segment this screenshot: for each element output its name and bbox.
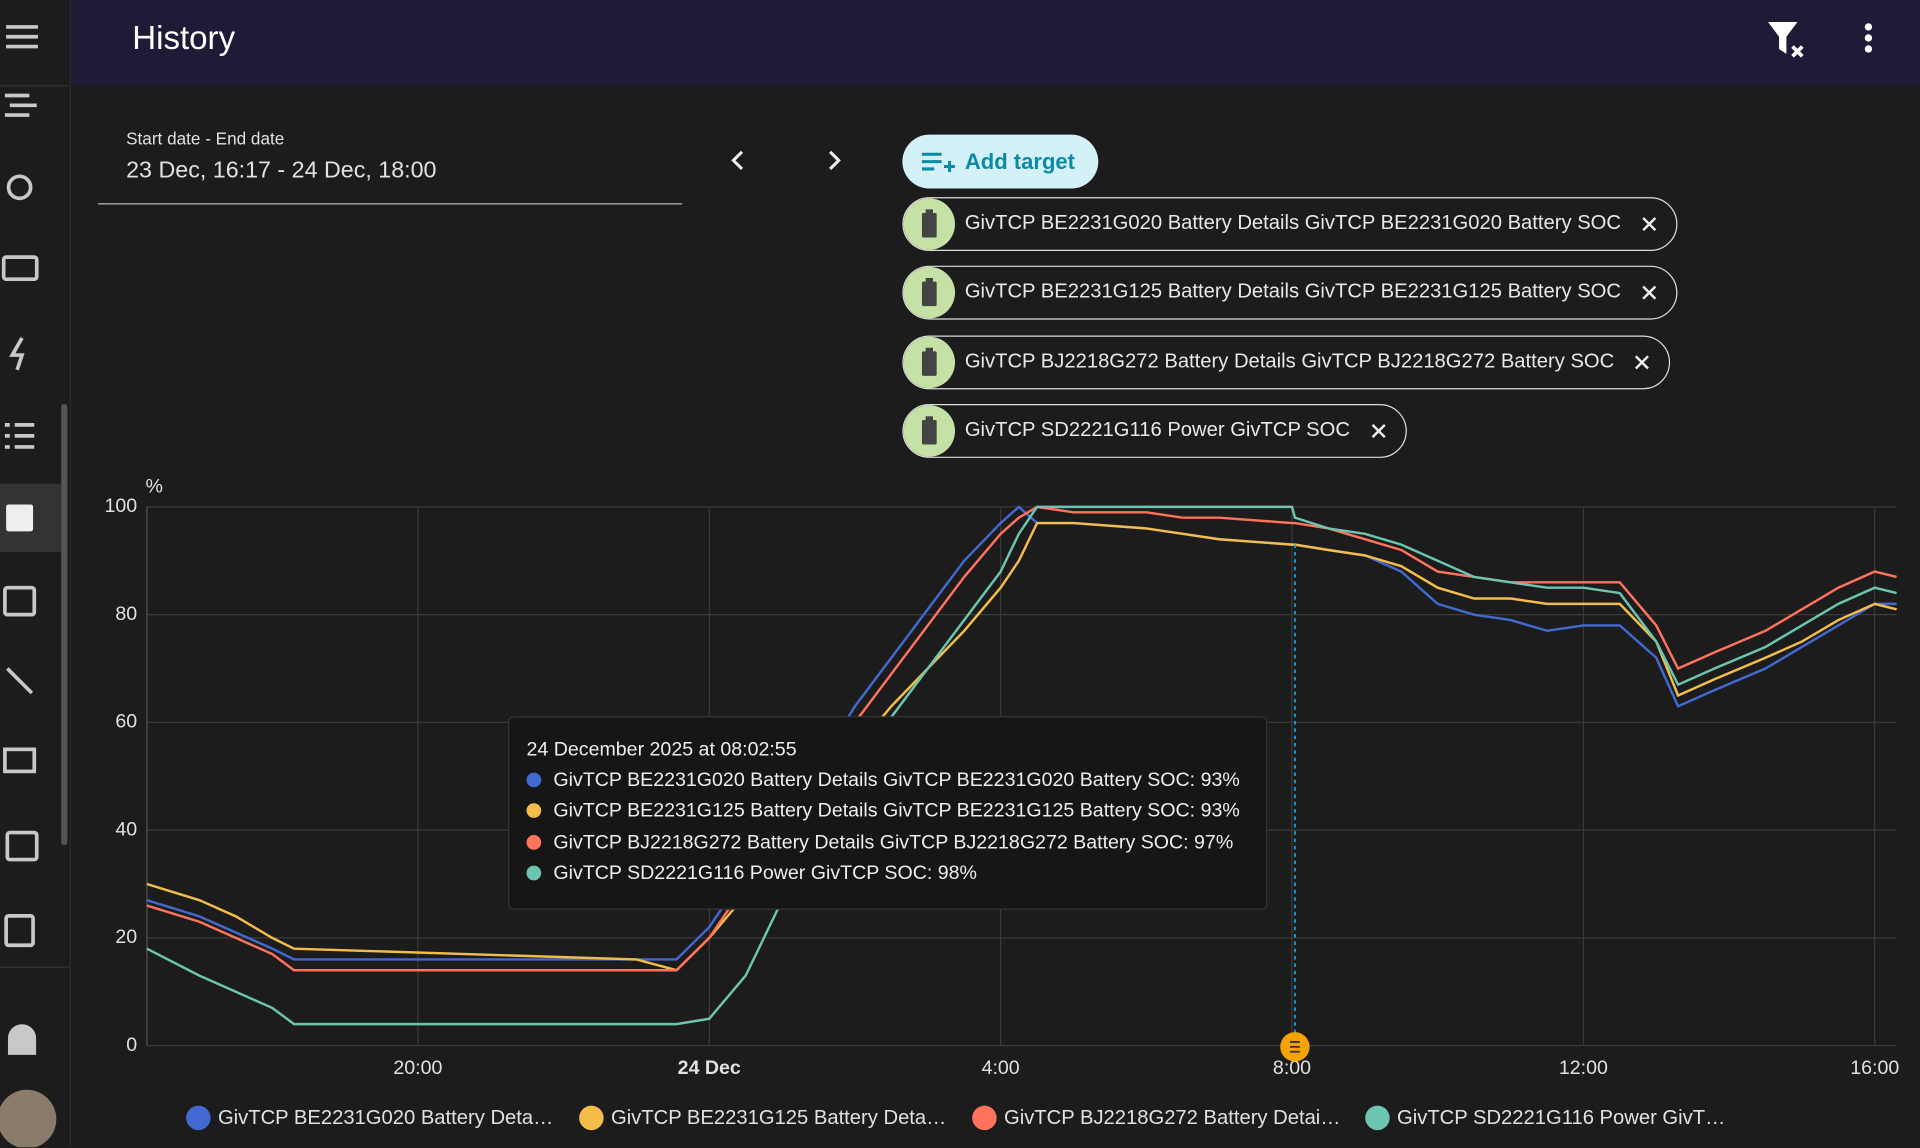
legend-item[interactable]: GivTCP BJ2218G272 Battery Details GivTCP…: [972, 1105, 1341, 1131]
tooltip-item: GivTCP SD2221G116 Power GivTCP SOC: 98%: [526, 863, 977, 885]
tooltip-item: GivTCP BE2231G125 Battery Details GivTCP…: [526, 801, 1240, 823]
page-title: History: [132, 19, 236, 57]
tooltip: 24 December 2025 at 08:02:55 GivTCP BE22…: [508, 716, 1268, 910]
tooltip-item: GivTCP BJ2218G272 Battery Details GivTCP…: [526, 832, 1233, 854]
add-target-label: Add target: [964, 149, 1076, 174]
todo-icon[interactable]: [4, 914, 35, 948]
battery-icon: [903, 336, 956, 388]
target-chip[interactable]: GivTCP SD2221G116 Power GivTCP SOC: [902, 403, 1407, 458]
legend-label: GivTCP BE2231G125 Battery Details GivTCP…: [610, 1106, 948, 1129]
series-line: [146, 505, 1897, 1026]
legend-swatch: [186, 1105, 211, 1131]
scrollbar: [61, 404, 68, 845]
y-axis-label: %: [146, 475, 163, 497]
media-icon[interactable]: [5, 830, 39, 862]
hacs-icon[interactable]: [3, 747, 37, 774]
clear-filter-icon[interactable]: [1768, 22, 1798, 54]
list-icon[interactable]: [4, 423, 35, 449]
tooltip-text: GivTCP BE2231G125 Battery Details GivTCP…: [553, 801, 1240, 822]
tooltip-dot: [526, 772, 542, 788]
y-tick-label: 20: [115, 926, 137, 948]
remove-button[interactable]: [1641, 284, 1658, 301]
target-chip[interactable]: GivTCP BJ2218G272 Battery Details GivTCP…: [902, 334, 1671, 389]
history-icon[interactable]: [6, 504, 34, 532]
menu-icon[interactable]: [6, 25, 38, 49]
toolbar-icons: [1768, 22, 1873, 58]
avatar[interactable]: [0, 1089, 57, 1148]
legend-item[interactable]: GivTCP BE2231G125 Battery Details GivTCP…: [579, 1105, 948, 1131]
add-target-button[interactable]: Add target: [902, 134, 1099, 189]
tooltip-title: 24 December 2025 at 08:02:55: [526, 739, 797, 761]
legend-item[interactable]: GivTCP BE2231G020 Battery Details GivTCP…: [186, 1105, 555, 1131]
date-value: 23 Dec, 16:17 - 24 Dec, 18:00: [126, 157, 437, 184]
target-chip[interactable]: GivTCP BE2231G125 Battery Details GivTCP…: [902, 266, 1678, 320]
chart: % 0 20 40 60 80 100 20:00 24 Dec 4:00 8:00 12:00 16:…: [104, 475, 1899, 1079]
target-label: GivTCP BE2231G125 Battery Details GivTCP…: [964, 280, 1621, 303]
legend-label: GivTCP BE2231G020 Battery Details GivTCP…: [217, 1106, 555, 1129]
x-tick-label: 8:00: [1273, 1057, 1311, 1079]
settings-icon[interactable]: [6, 174, 33, 201]
legend: GivTCP BE2231G020 Battery Details GivTCP…: [0, 1105, 1920, 1131]
prev-button[interactable]: [731, 150, 744, 171]
tooltip-dot: [526, 803, 542, 819]
x-tick-label: 12:00: [1559, 1057, 1608, 1079]
y-tick-label: 80: [115, 603, 137, 625]
screen-icon[interactable]: [1, 255, 39, 281]
legend-label: GivTCP SD2221G116 Power GivTCP SOC: [1397, 1106, 1734, 1129]
remove-button[interactable]: [1370, 422, 1387, 439]
y-tick-label: 0: [126, 1034, 137, 1056]
more-icon[interactable]: [1864, 23, 1873, 53]
y-tick-label: 40: [115, 818, 137, 840]
remove-button[interactable]: [1641, 215, 1658, 232]
target-label: GivTCP BJ2218G272 Battery Details GivTCP…: [964, 349, 1615, 372]
tooltip-item: GivTCP BE2231G020 Battery Details GivTCP…: [526, 770, 1240, 792]
series-line: [146, 505, 1897, 972]
date-label: Start date - End date: [126, 128, 285, 149]
y-tick-label: 100: [104, 495, 137, 517]
battery-icon: [903, 405, 956, 457]
legend-item[interactable]: GivTCP SD2221G116 Power GivTCP SOC: [1365, 1105, 1734, 1131]
sidebar-icons: [0, 25, 70, 1148]
x-tick-label: 16:00: [1850, 1057, 1899, 1079]
y-tick-label: 60: [115, 711, 137, 733]
x-tick-label: 4:00: [982, 1057, 1020, 1079]
energy-icon[interactable]: [4, 93, 37, 117]
sidebar: [0, 0, 72, 1148]
tooltip-text: GivTCP SD2221G116 Power GivTCP SOC: 98%: [553, 863, 977, 884]
battery-icon: [903, 267, 956, 319]
tools-icon[interactable]: [6, 667, 34, 695]
battery-icon: [903, 198, 956, 250]
target-label: GivTCP SD2221G116 Power GivTCP SOC: [964, 418, 1350, 441]
tooltip-text: GivTCP BE2231G020 Battery Details GivTCP…: [553, 770, 1240, 791]
date-nav: [731, 150, 841, 171]
remove-button[interactable]: [1633, 353, 1650, 370]
top-bar: History: [71, 0, 1920, 86]
hover-marker-icon: [1290, 1041, 1300, 1053]
x-tick-label: 20:00: [393, 1057, 442, 1079]
target-chip[interactable]: GivTCP BE2231G020 Battery Details GivTCP…: [902, 197, 1678, 252]
legend-swatch: [579, 1105, 604, 1131]
tooltip-text: GivTCP BJ2218G272 Battery Details GivTCP…: [553, 832, 1234, 853]
tooltip-dot: [526, 834, 542, 850]
calendar-icon[interactable]: [3, 585, 37, 617]
legend-label: GivTCP BJ2218G272 Battery Details GivTCP…: [1004, 1106, 1341, 1129]
date-picker[interactable]: Start date - End date 23 Dec, 16:17 - 24…: [97, 122, 682, 205]
notification-icon[interactable]: [7, 1024, 37, 1055]
tooltip-dot: [526, 865, 542, 881]
legend-swatch: [1365, 1105, 1390, 1131]
target-label: GivTCP BE2231G020 Battery Details GivTCP…: [964, 211, 1621, 234]
x-tick-label: 24 Dec: [678, 1057, 741, 1079]
power-icon[interactable]: [9, 337, 25, 371]
next-button[interactable]: [829, 150, 841, 171]
legend-swatch: [972, 1105, 997, 1131]
